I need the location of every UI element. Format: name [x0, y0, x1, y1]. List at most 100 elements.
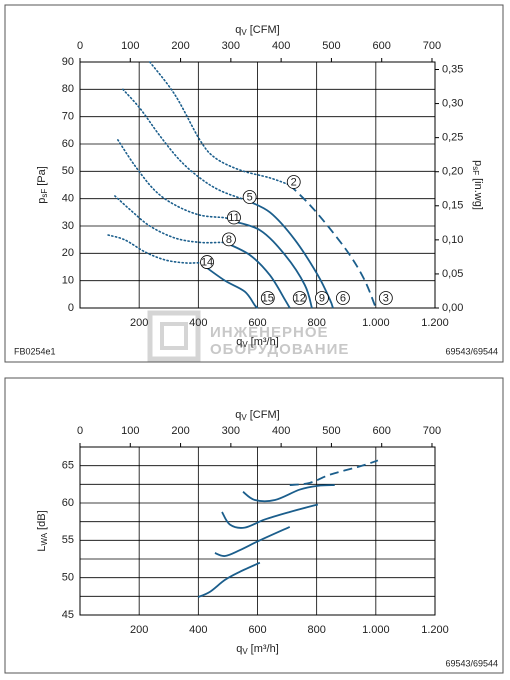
y2-tick-label: 0,35	[442, 63, 463, 75]
curve	[107, 234, 204, 266]
x2-tick-label: 100	[121, 40, 139, 52]
axis-symbol: p	[472, 160, 484, 166]
x2-tick-label: 300	[222, 40, 240, 52]
x-tick-label: 1.000	[362, 624, 390, 636]
x-tick-label: 600	[248, 624, 266, 636]
x2-tick-label: 0	[77, 40, 83, 52]
curve-label-circle	[336, 291, 350, 305]
axis-symbol: q	[235, 24, 241, 36]
curve-label: 8	[226, 234, 232, 246]
axis-symbol: q	[236, 643, 242, 655]
axis-subscript: V	[242, 647, 248, 656]
curve	[224, 241, 291, 309]
x2-tick-label: 700	[423, 425, 441, 437]
y2-tick-label: 0,30	[442, 97, 463, 109]
x-tick-label: 1.200	[421, 317, 449, 329]
curve-label: 3	[383, 292, 389, 304]
axis-unit: [m³/h]	[251, 336, 279, 348]
curve	[289, 459, 379, 486]
curve	[122, 88, 247, 201]
axis-subscript: sF	[471, 166, 480, 175]
y-tick-label: 80	[62, 83, 74, 95]
x-tick-label: 800	[307, 317, 325, 329]
curve-label: 15	[262, 292, 274, 304]
axis-symbol: L	[36, 546, 48, 552]
curve	[117, 139, 231, 222]
x2-tick-label: 600	[373, 40, 391, 52]
curve-label-circle	[200, 255, 214, 269]
frame	[4, 377, 504, 674]
axis-unit: [CFM]	[250, 24, 280, 36]
curve-label-circle	[315, 291, 329, 305]
y-tick-label: 65	[62, 460, 74, 472]
axis-title: psF [Pa]	[36, 166, 49, 204]
curve	[202, 264, 259, 309]
x-tick-label: 600	[248, 317, 266, 329]
x-tick-label: 1.200	[421, 624, 449, 636]
x2-tick-label: 500	[322, 40, 340, 52]
axis-unit: [in.wg]	[472, 178, 484, 210]
ref-label: 69543/69544	[445, 346, 498, 356]
y2-tick-label: 0,25	[442, 132, 463, 144]
x2-tick-label: 600	[373, 425, 391, 437]
axis-subscript: WA	[40, 532, 49, 545]
watermark: ОБОРУДОВАНИЕ	[210, 341, 349, 358]
curve-label: 14	[201, 256, 213, 268]
x2-tick-label: 400	[272, 40, 290, 52]
x-tick-label: 200	[130, 317, 148, 329]
axis-title: qV [m³/h]	[236, 643, 279, 656]
axis-subscript: V	[241, 413, 247, 422]
axis-unit: [dB]	[36, 510, 48, 530]
axis-subscript: V	[241, 28, 247, 37]
axis-title: qV [m³/h]	[236, 336, 279, 349]
curve	[245, 199, 334, 309]
curve	[221, 503, 319, 529]
axis-subscript: V	[242, 340, 248, 349]
axis-unit: [Pa]	[36, 166, 48, 186]
curve	[214, 526, 291, 557]
y-tick-label: 60	[62, 497, 74, 509]
axis-title: qV [CFM]	[235, 24, 279, 37]
y-tick-label: 10	[62, 275, 74, 287]
curve	[197, 561, 261, 598]
x2-tick-label: 300	[222, 425, 240, 437]
curve-label: 9	[319, 292, 325, 304]
y-tick-label: 20	[62, 247, 74, 259]
x-tick-label: 1.000	[362, 317, 390, 329]
x2-tick-label: 700	[423, 40, 441, 52]
curve-label-circle	[227, 210, 241, 225]
axis-title: psF [in.wg]	[471, 160, 484, 210]
axis-symbol: p	[36, 198, 48, 204]
y-tick-label: 50	[62, 165, 74, 177]
y-tick-label: 60	[62, 138, 74, 150]
curve	[149, 61, 291, 186]
curve-label-circle	[222, 232, 236, 247]
x-tick-label: 400	[189, 317, 207, 329]
y-tick-label: 55	[62, 534, 74, 546]
x-tick-label: 800	[307, 624, 325, 636]
x2-tick-label: 400	[272, 425, 290, 437]
y-tick-label: 50	[62, 572, 74, 584]
x2-tick-label: 200	[171, 40, 189, 52]
y-tick-label: 45	[62, 609, 74, 621]
y2-tick-label: 0,05	[442, 268, 463, 280]
y-tick-label: 40	[62, 193, 74, 205]
curve-label-circle	[260, 291, 275, 305]
y2-tick-label: 0,10	[442, 234, 463, 246]
curve	[114, 195, 226, 244]
y2-tick-label: 0,00	[442, 302, 463, 314]
x2-tick-label: 200	[171, 425, 189, 437]
x-tick-label: 400	[189, 624, 207, 636]
axis-symbol: q	[236, 336, 242, 348]
frame	[4, 4, 504, 363]
curve-label: 2	[291, 176, 297, 188]
ref-label: 69543/69544	[445, 658, 498, 668]
curve-label-circle	[286, 175, 301, 189]
axis-title: qV [CFM]	[235, 409, 279, 422]
watermark-logo	[147, 310, 201, 362]
curve	[242, 484, 335, 503]
axis-symbol: q	[235, 409, 241, 421]
x2-tick-label: 100	[121, 425, 139, 437]
curve-label-circle	[242, 190, 257, 204]
